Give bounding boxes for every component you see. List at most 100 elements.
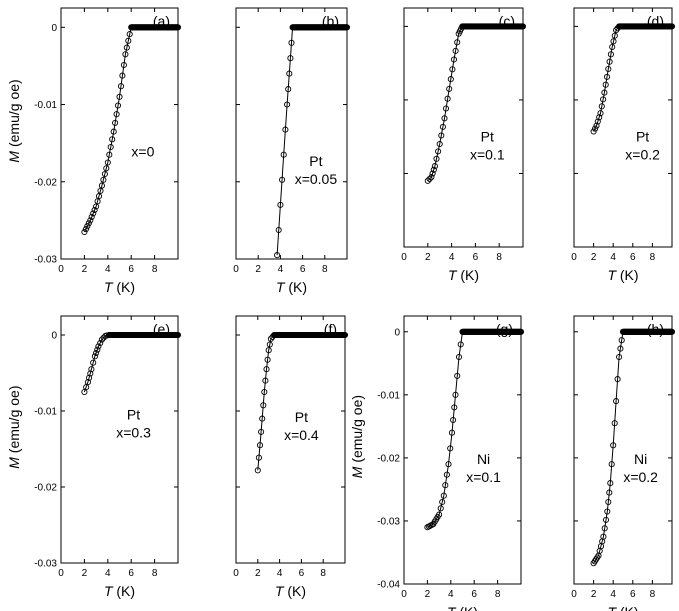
x-tick-label: 4 [105,264,111,275]
y-tick-label: 0 [51,23,57,34]
x-tick-label: 0 [58,568,64,579]
x-tick-label: 4 [278,264,284,275]
x-tick-label: 8 [152,264,158,275]
annotation-text: Ni [634,451,647,467]
data-point [261,388,268,396]
y-tick-label: -0.01 [34,407,57,418]
x-tick-label: 0 [401,589,407,600]
data-point [98,336,105,343]
plot-frame [573,7,673,248]
data-point [95,343,102,350]
data-point [285,86,292,93]
x-tick-label: 2 [425,589,431,600]
data-point [174,24,182,31]
data-point [265,347,272,354]
data-point [600,96,607,103]
x-axis-title: T (K) [447,604,478,611]
data-point [428,174,435,181]
x-tick-label: 0 [58,264,64,275]
x-tick-label: 6 [128,568,134,579]
x-tick-label: 8 [495,589,501,600]
data-point [122,51,129,58]
data-point [91,206,98,214]
data-point [117,83,125,90]
data-point [517,328,525,335]
data-point [106,151,113,158]
data-point [441,115,448,122]
x-tick-label: 2 [82,264,88,275]
data-point [436,511,443,518]
x-axis-title: T (K) [276,279,307,295]
annotation-text: Pt [636,128,649,144]
data-point [88,366,95,373]
data-point [279,176,286,183]
data-point [174,331,182,339]
series-line [257,334,345,471]
data-point [112,119,119,126]
data-point [435,148,442,155]
data-point [596,114,603,121]
y-tick-label: -0.03 [377,516,400,527]
data-point [91,353,98,360]
data-point [90,210,97,217]
x-tick-label: 2 [591,252,597,263]
data-point [608,461,615,468]
data-point [88,213,95,220]
y-tick-label: -0.02 [377,453,400,464]
data-point [263,366,270,373]
data-point [254,467,261,474]
x-tick-label: 2 [255,568,261,579]
x-tick-label: 4 [449,252,455,263]
x-tick-label: 8 [650,589,656,600]
data-point [266,341,273,348]
data-point [436,140,443,148]
data-point [114,102,122,109]
data-point [84,379,91,386]
data-point [95,193,103,200]
data-point [610,442,617,449]
data-point [592,125,599,132]
data-point [107,143,114,151]
data-point [97,339,104,347]
data-point [262,377,269,384]
data-point [87,370,94,377]
data-point [439,498,446,506]
x-axis-title: T (K) [607,604,638,611]
data-point [447,76,454,83]
annotation-text: x=0 [131,144,154,160]
data-point [284,101,291,108]
panel-a: 0 2 4 6 80-0.01-0.02-0.03T (K)M (emu/g oe)(a… [6,7,182,295]
data-point [113,111,120,118]
data-point [613,398,620,405]
panel-b: 0 2 4 6 8T (K)(b)Ptx=0.05 [233,7,351,295]
data-point [603,73,611,80]
data-point [426,175,433,183]
data-point [126,31,133,38]
data-point [607,51,614,58]
data-point [442,105,450,112]
data-point [607,480,614,487]
data-point [668,23,676,30]
x-tick-label: 2 [255,264,261,275]
data-point [446,85,453,92]
data-point [443,471,450,478]
data-point [267,335,274,342]
annotation-text: x=0.2 [623,469,658,485]
data-point [94,346,101,353]
data-point [600,533,607,540]
x-axis-title: T (K) [448,267,479,283]
x-tick-label: 4 [448,589,454,600]
x-tick-label: 2 [591,589,597,600]
x-tick-label: 0 [233,264,239,275]
data-point [437,505,444,512]
panel-c: 0 2 4 6 8T (K)(c)Ptx=0.1 [401,7,527,283]
data-point [280,151,287,158]
data-point [605,498,612,506]
y-tick-label: 0 [394,327,400,338]
data-point [438,132,445,139]
data-point [455,353,463,361]
data-point [104,159,111,166]
data-point [103,165,110,172]
x-tick-label: 4 [277,568,283,579]
